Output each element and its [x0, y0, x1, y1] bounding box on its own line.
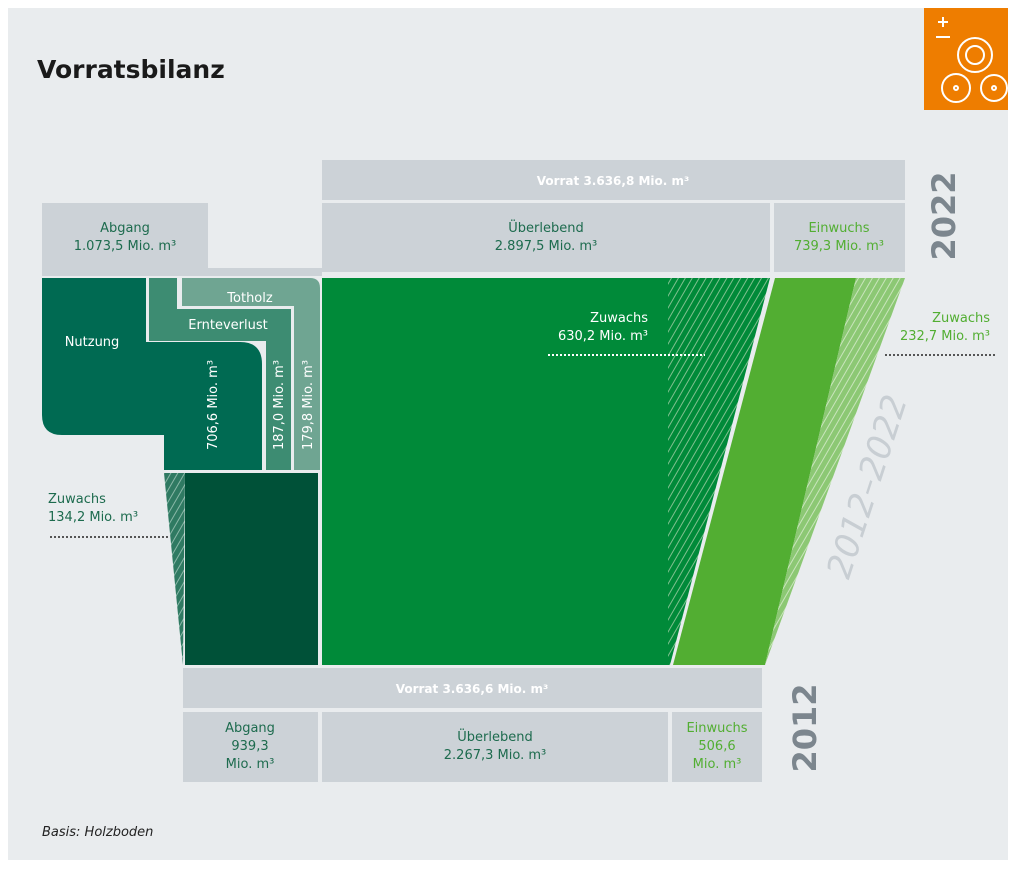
einwuchs-2012-label: Einwuchs — [686, 721, 747, 736]
year-2022: 2022 — [925, 171, 963, 260]
zuwachs-ueberlebend-label: Zuwachs — [590, 311, 648, 326]
ueberlebend-2012-value: 2.267,3 Mio. m³ — [444, 748, 546, 763]
abgang-2012-value: 939,3 — [231, 739, 268, 754]
totholz-value: 179,8 Mio. m³ — [301, 360, 316, 450]
abgang-2012-unit: Mio. m³ — [226, 757, 275, 772]
nutzung-value: 706,6 Mio. m³ — [206, 360, 221, 450]
ernteverlust-label: Ernteverlust — [188, 318, 267, 333]
ernteverlust-shape — [149, 278, 291, 470]
zuwachs-einwuchs-label: Zuwachs — [932, 311, 990, 326]
ueberlebend-2012-label: Überlebend — [457, 728, 532, 745]
einwuchs-2012-box — [672, 712, 762, 782]
einwuchs-2012-unit: Mio. m³ — [693, 757, 742, 772]
vorrat-2022-bar — [322, 160, 905, 200]
title: Vorratsbilanz — [37, 55, 225, 84]
ueberlebend-2012-box — [322, 712, 668, 782]
einwuchs-2022-box — [774, 203, 905, 272]
zuwachs-einwuchs-value: 232,7 Mio. m³ — [900, 329, 990, 344]
abgang-stock — [185, 473, 318, 665]
zuwachs-abgang-area — [164, 473, 185, 665]
nutzung-shape — [42, 278, 262, 470]
footnote: Basis: Holzboden — [42, 825, 153, 840]
ueberlebend-area — [322, 278, 668, 665]
abgang-2012-label: Abgang — [225, 721, 275, 736]
zuwachs-einwuchs-area — [765, 278, 905, 665]
vorrat-2012-bar — [183, 668, 762, 708]
einwuchs-2012-value: 506,6 — [698, 739, 735, 754]
ueberlebend-2022-value: 2.897,5 Mio. m³ — [495, 239, 597, 254]
ernteverlust-value: 187,0 Mio. m³ — [272, 360, 287, 450]
zuwachs-abgang-label: Zuwachs — [48, 492, 106, 507]
totholz-label: Totholz — [226, 291, 273, 306]
vorrat-2012: Vorrat 3.636,6 Mio. m³ — [396, 682, 549, 696]
vorrat-2022: Vorrat 3.636,8 Mio. m³ — [537, 174, 690, 188]
ueberlebend-2022-label: Überlebend — [508, 219, 583, 236]
ueberlebend-2022-box — [322, 203, 770, 272]
zuwachs-ueberlebend-area — [668, 278, 770, 665]
nutzung-label: Nutzung — [65, 335, 120, 350]
abgang-2022-label: Abgang — [100, 221, 150, 236]
abgang-2022-box — [42, 203, 322, 276]
icon — [924, 8, 1008, 110]
einwuchs-area — [673, 278, 856, 665]
zuwachs-ueberlebend-value: 630,2 Mio. m³ — [558, 329, 648, 344]
abgang-2012-box — [183, 712, 318, 782]
abgang-2022-value: 1.073,5 Mio. m³ — [74, 239, 176, 254]
zuwachs-abgang-value: 134,2 Mio. m³ — [48, 510, 138, 525]
einwuchs-2022-value: 739,3 Mio. m³ — [794, 239, 884, 254]
year-2012: 2012 — [786, 683, 824, 772]
einwuchs-2022-label: Einwuchs — [808, 221, 869, 236]
totholz-shape — [182, 278, 320, 470]
